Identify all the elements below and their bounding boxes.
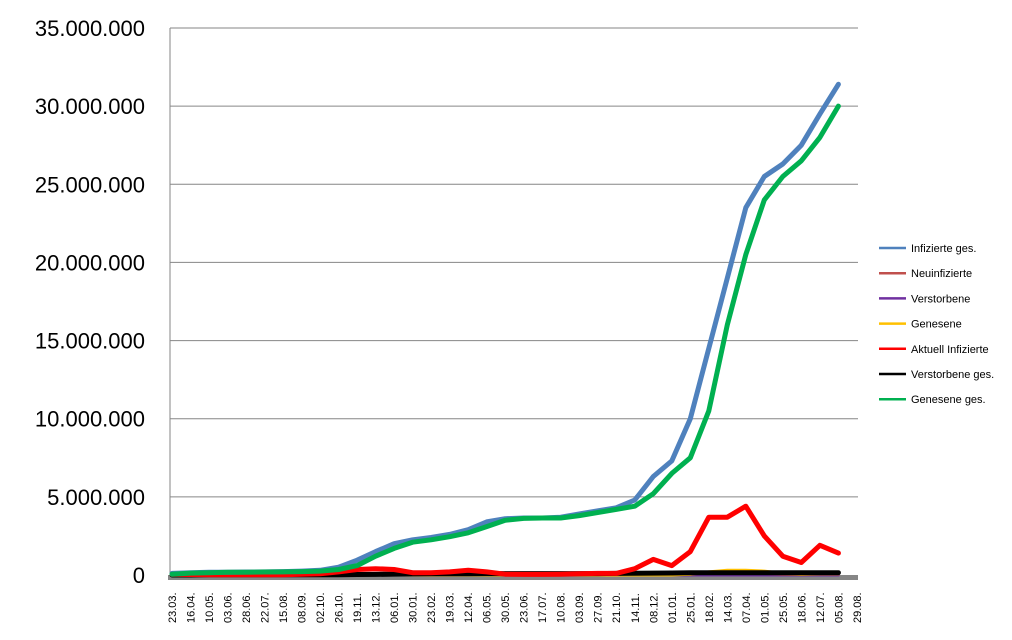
legend-item: Aktuell Infizierte [879,344,989,356]
series-line-aktuell-infizierte [169,503,841,578]
series-line-infizierte-ges- [169,81,841,576]
x-tick-label: 21.10. [611,592,623,623]
x-tick-label: 03.09. [574,592,586,623]
legend-item: Genesene ges. [879,394,986,406]
x-tick-label: 12.07. [815,592,827,623]
x-tick-label: 23.06. [519,592,531,623]
x-tick-label: 26.10. [334,592,346,623]
legend: Infizierte ges. Neuinfizierte Verstorbene G… [879,243,994,406]
legend-item: Verstorbene ges. [879,369,994,381]
y-tick-label: 25.000.000 [35,172,145,197]
y-tick-label: 0 [133,563,145,588]
x-tick-label: 01.05. [759,592,771,623]
x-tick-label: 14.03. [722,592,734,623]
y-tick-label: 15.000.000 [35,329,145,354]
x-tick-label: 07.04. [741,592,753,623]
legend-item: Verstorbene [879,293,970,305]
legend-label: Neuinfizierte [911,268,972,280]
x-tick-label: 25.05. [778,592,790,623]
x-tick-label: 28.06. [241,592,253,623]
x-tick-label: 23.03. [167,592,179,623]
y-tick-label: 30.000.000 [35,94,145,119]
series-lines [169,81,841,578]
legend-item: Infizierte ges. [879,243,976,255]
x-tick-label: 30.01. [408,592,420,623]
x-tick-label: 10.05. [204,592,216,623]
x-tick-label: 14.11. [630,593,642,623]
y-tick-label: 35.000.000 [35,16,145,41]
x-tick-label: 10.08. [556,592,568,623]
x-tick-label: 03.06. [223,592,235,623]
x-tick-label: 13.12. [371,592,383,623]
x-tick-label: 19.11. [352,593,364,623]
x-tick-label: 25.01. [685,592,697,623]
x-tick-label: 02.10. [315,592,327,623]
y-axis: 0 5.000.000 10.000.000 15.000.000 20.000.000… [35,16,145,588]
x-tick-label: 18.06. [796,592,808,623]
legend-label: Aktuell Infizierte [911,344,989,356]
series-line-genesene-ges- [169,103,841,577]
y-tick-label: 10.000.000 [35,407,145,432]
x-tick-label: 16.04. [186,592,198,623]
x-axis: 23.03. 16.04. 10.05. 03.06. 28.06. 22.07. 15.0… [167,575,864,623]
x-tick-label: 06.01. [389,592,401,623]
legend-label: Verstorbene [911,293,970,305]
x-tick-label: 29.08. [852,592,864,623]
x-tick-label: 01.01. [667,592,679,623]
x-tick-label: 15.08. [278,592,290,623]
x-tick-label: 08.12. [648,592,660,623]
x-tick-label: 05.08. [833,592,845,623]
x-tick-label: 19.03. [445,592,457,623]
legend-item: Genesene [879,319,962,331]
legend-item: Neuinfizierte [879,268,972,280]
y-tick-label: 5.000.000 [47,485,145,510]
x-tick-label: 23.02. [426,592,438,623]
x-tick-label: 22.07. [260,592,272,623]
x-tick-label: 27.09. [593,592,605,623]
y-tick-label: 20.000.000 [35,250,145,275]
x-tick-label: 08.09. [297,592,309,623]
gridlines [169,27,858,575]
x-tick-label: 30.05. [500,592,512,623]
legend-label: Verstorbene ges. [911,369,994,381]
x-tick-label: 17.07. [537,592,549,623]
x-tick-label: 06.05. [482,592,494,623]
legend-label: Infizierte ges. [911,243,976,255]
x-axis-line [168,575,858,580]
x-tick-label: 12.04. [463,592,475,623]
legend-label: Genesene [911,319,962,331]
legend-label: Genesene ges. [911,394,986,406]
x-tick-label: 18.02. [704,592,716,623]
